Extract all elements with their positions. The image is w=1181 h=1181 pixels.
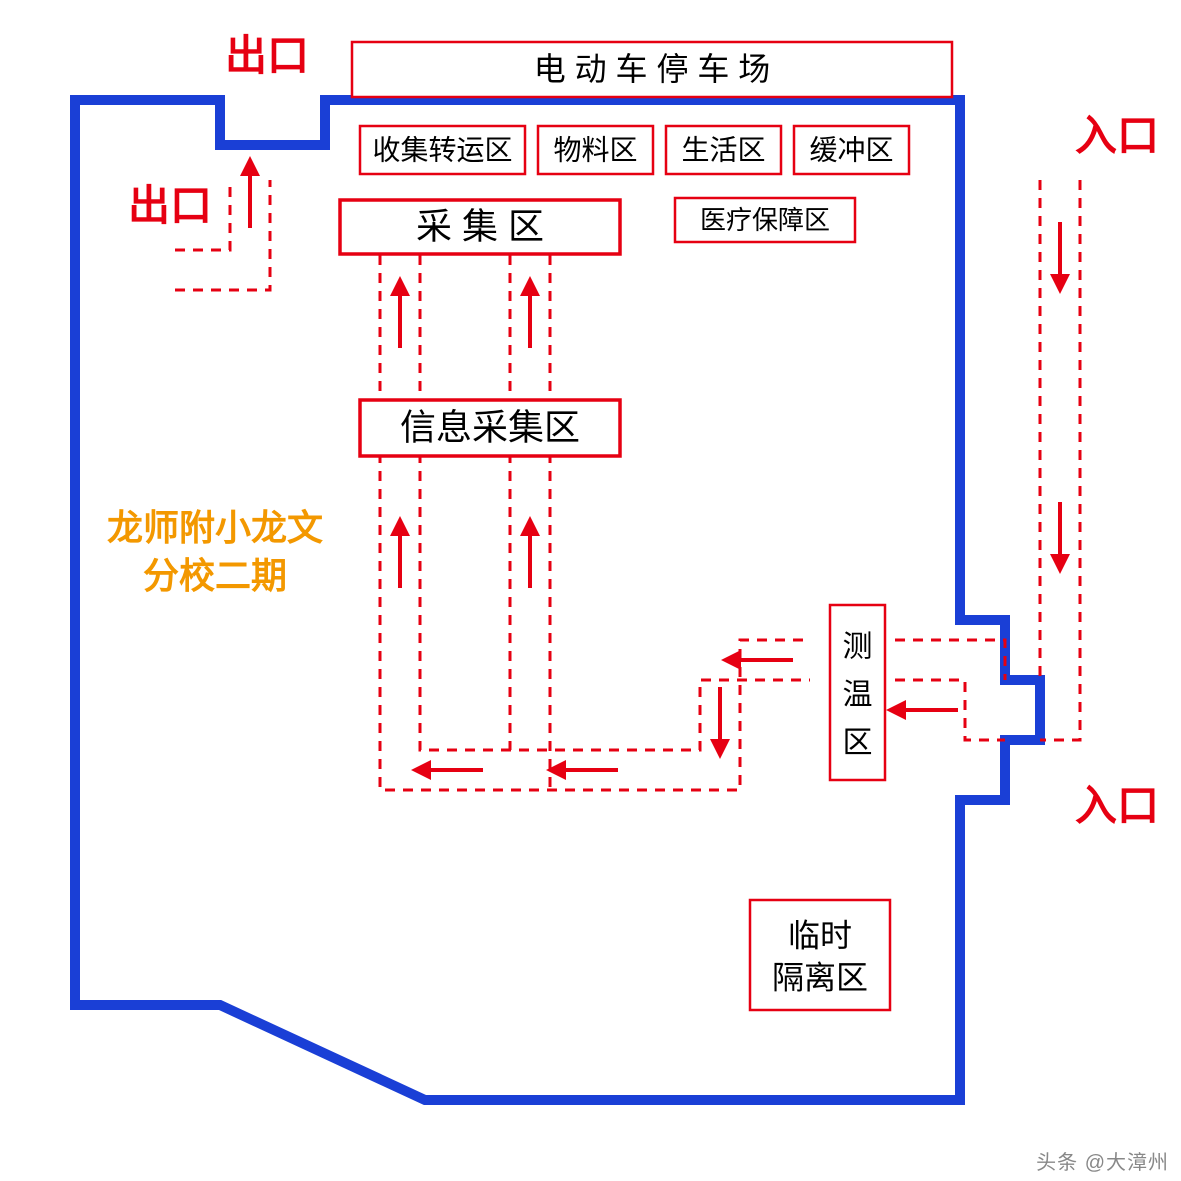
flow-arrowhead-1 — [390, 276, 410, 296]
school-name-l1: 龙师附小龙文 — [107, 507, 323, 548]
watermark-text: 头条 @大漳州 — [1036, 1146, 1169, 1175]
entry-bottom-label: 入口 — [1075, 782, 1159, 829]
exit-top-label: 出口 — [225, 32, 309, 79]
flow-arrowhead-9 — [886, 700, 906, 720]
collection-transfer-label: 收集转运区 — [372, 134, 512, 165]
temperature-label-char-1: 温 — [843, 678, 873, 711]
flow-arrowhead-3 — [390, 516, 410, 536]
collection-label: 采 集 区 — [416, 206, 544, 247]
flow-arrowhead-8 — [721, 650, 741, 670]
school-name-l2: 分校二期 — [143, 555, 287, 596]
flow-arrowhead-7 — [710, 739, 730, 759]
flow-arrowhead-4 — [520, 516, 540, 536]
flow-arrowhead-11 — [1050, 554, 1070, 574]
material-label: 物料区 — [553, 134, 637, 165]
medical-label: 医疗保障区 — [700, 205, 830, 235]
flow-arrowhead-2 — [520, 276, 540, 296]
info-collection-label: 信息采集区 — [400, 407, 580, 448]
flow-arrowhead-0 — [240, 156, 260, 176]
isolation-label-2: 隔离区 — [772, 959, 868, 995]
exit-left-label: 出口 — [128, 182, 212, 229]
parking-label: 电 动 车 停 车 场 — [534, 51, 770, 87]
temperature-label-char-2: 区 — [843, 726, 873, 759]
living-label: 生活区 — [681, 134, 765, 165]
flow-path-2 — [380, 255, 810, 790]
flow-path-3 — [420, 255, 810, 750]
floor-plan-diagram: 电 动 车 停 车 场收集转运区 物料区 生活区 缓冲区采 集 区 医疗保障区信息采集区… — [0, 0, 1181, 1181]
entry-top-label: 入口 — [1075, 112, 1159, 159]
flow-path-6 — [895, 640, 1005, 680]
temperature-label-char-0: 测 — [843, 630, 873, 663]
buffer-label: 缓冲区 — [809, 134, 893, 165]
flow-arrowhead-10 — [1050, 274, 1070, 294]
isolation-label-1: 临时 — [788, 917, 852, 953]
flow-arrowhead-5 — [411, 760, 431, 780]
